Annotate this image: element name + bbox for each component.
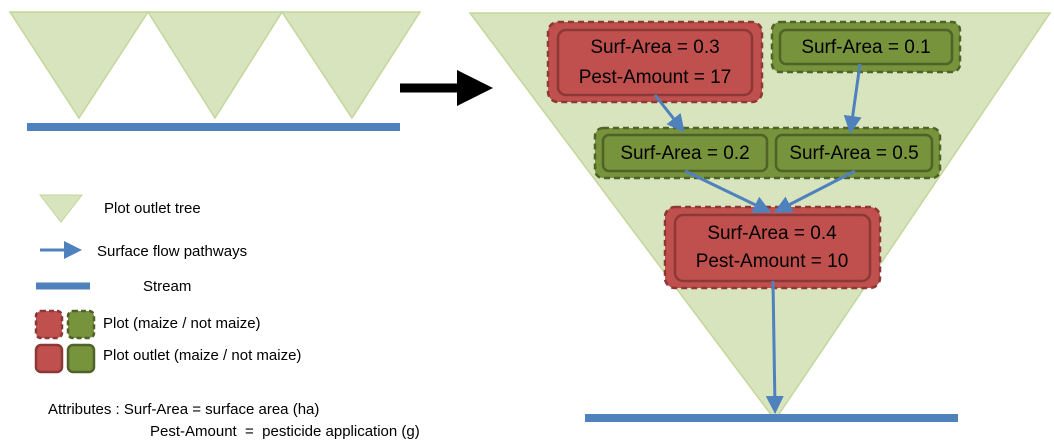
node-text: Pest-Amount = 17 — [579, 67, 732, 88]
outlet-not-maize — [778, 28, 954, 66]
legend-label: Plot (maize / not maize) — [103, 315, 261, 332]
attributes: Attributes : Surf-Area = surface area (h… — [48, 401, 319, 418]
legend-label: Plot outlet tree — [104, 200, 201, 217]
legend-label: Stream — [143, 278, 191, 295]
tree — [8, 11, 150, 120]
tree — [146, 11, 284, 120]
node-text: Pest-Amount = 10 — [696, 251, 849, 272]
node-text: Surf-Area = 0.4 — [707, 223, 837, 244]
tree — [280, 11, 422, 120]
small-trees — [8, 11, 422, 120]
legend-tree — [38, 194, 84, 223]
flow-arrow — [684, 169, 772, 213]
outlet-maize — [673, 213, 872, 283]
legend-outlet-not-maize — [66, 343, 96, 374]
node-text: Surf-Area = 0.5 — [789, 143, 918, 164]
legend-plot-not-maize — [66, 309, 96, 340]
legend-plot-maize — [34, 309, 64, 340]
legend-outlet-maize — [34, 343, 64, 374]
flow-arrow — [653, 94, 685, 133]
legend-label: Surface flow pathways — [97, 243, 247, 260]
flow-arrow — [765, 280, 784, 414]
node-text: Surf-Area = 0.1 — [801, 37, 930, 58]
legend-label: Plot outlet (maize / not maize) — [103, 347, 301, 364]
node-text: Surf-Area = 0.2 — [620, 143, 749, 164]
attributes: Pest-Amount = pesticide application (g) — [150, 423, 420, 440]
flow-arrow — [773, 169, 856, 213]
flow-arrow — [843, 63, 862, 134]
node-text: Surf-Area = 0.3 — [590, 37, 719, 58]
